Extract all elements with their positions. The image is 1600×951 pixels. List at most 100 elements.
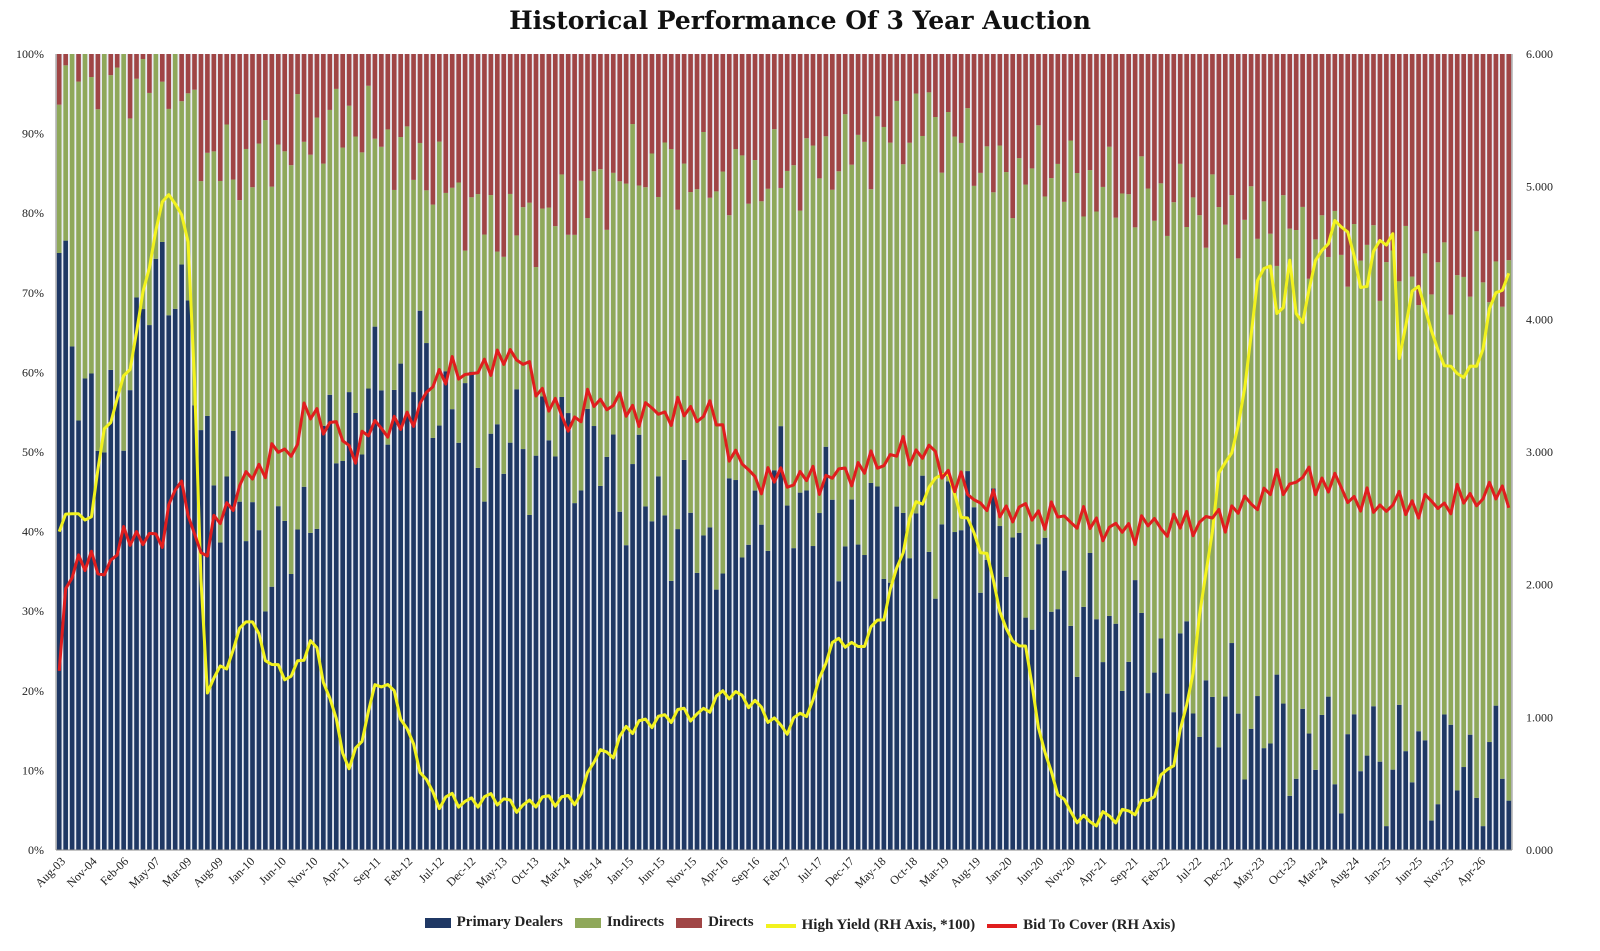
- bar-indirects: [604, 229, 610, 457]
- bar-primary-dealers: [1171, 712, 1177, 850]
- bar-directs: [1474, 54, 1479, 232]
- bar-primary-dealers: [868, 482, 874, 850]
- lines-layer: [57, 193, 1511, 828]
- legend-item: High Yield (RH Axis, *100): [765, 917, 975, 934]
- bar-directs: [166, 54, 172, 109]
- bar-directs: [1158, 54, 1164, 184]
- bar-directs: [1010, 54, 1016, 219]
- bar-primary-dealers: [572, 503, 577, 850]
- bar-indirects: [1119, 193, 1125, 691]
- bar-indirects: [1467, 296, 1473, 735]
- bar-directs: [720, 54, 726, 172]
- bar-primary-dealers: [604, 456, 610, 850]
- x-axis-tick-label: Dec-22: [1201, 854, 1236, 889]
- bar-directs: [1036, 54, 1041, 126]
- bar-indirects: [1293, 230, 1299, 779]
- bar-primary-dealers: [153, 258, 159, 850]
- bar-primary-dealers: [166, 315, 172, 850]
- right-axis-tick-label: 0.000: [1526, 843, 1553, 857]
- bar-indirects: [971, 185, 977, 508]
- bar-indirects: [1100, 186, 1106, 663]
- bar-indirects: [1197, 215, 1202, 737]
- bar-indirects: [1171, 202, 1177, 713]
- x-axis-tick-label: Feb-17: [760, 854, 794, 888]
- bar-primary-dealers: [1319, 714, 1325, 850]
- bar-indirects: [1493, 261, 1499, 706]
- bar-indirects: [288, 165, 294, 575]
- bar-directs: [572, 54, 577, 235]
- bar-indirects: [533, 267, 539, 456]
- bar-directs: [340, 54, 346, 148]
- bar-primary-dealers: [623, 545, 629, 850]
- bar-primary-dealers: [733, 480, 738, 850]
- bar-directs: [552, 54, 558, 227]
- bar-indirects: [1345, 286, 1351, 735]
- bar-primary-dealers: [1345, 734, 1351, 850]
- bar-primary-dealers: [1100, 662, 1106, 850]
- bar-indirects: [1087, 170, 1093, 553]
- bar-indirects: [217, 180, 223, 543]
- bar-primary-dealers: [1287, 795, 1293, 850]
- bar-primary-dealers: [340, 460, 346, 850]
- bar-indirects: [333, 88, 339, 464]
- bar-directs: [1145, 54, 1151, 189]
- bar-primary-dealers: [314, 528, 320, 850]
- bar-directs: [784, 54, 790, 171]
- bar-primary-dealers: [933, 598, 938, 850]
- legend: Primary Dealers Indirects Directs High Yiel…: [0, 914, 1600, 934]
- bar-directs: [308, 54, 313, 155]
- bar-primary-dealers: [1145, 693, 1151, 850]
- bar-indirects: [1280, 195, 1286, 704]
- bar-indirects: [76, 81, 81, 421]
- bar-indirects: [1016, 158, 1022, 533]
- bar-indirects: [1500, 306, 1505, 779]
- bar-directs: [1055, 54, 1061, 164]
- bar-directs: [1152, 54, 1157, 221]
- bar-primary-dealers: [1268, 743, 1273, 850]
- bar-directs: [243, 54, 249, 149]
- bar-indirects: [469, 197, 474, 372]
- bar-primary-dealers: [1094, 619, 1099, 850]
- bar-directs: [1222, 54, 1228, 225]
- bar-indirects: [1255, 238, 1260, 697]
- bar-primary-dealers: [1222, 696, 1228, 850]
- bar-directs: [501, 54, 507, 257]
- bar-primary-dealers: [797, 492, 803, 850]
- bar-primary-dealers: [1010, 537, 1016, 850]
- bar-indirects: [1313, 239, 1318, 770]
- bar-primary-dealers: [443, 371, 449, 850]
- bar-indirects: [449, 187, 455, 410]
- bar-directs: [1300, 54, 1305, 207]
- bar-primary-dealers: [643, 506, 648, 850]
- high-yield-line: [57, 193, 1511, 828]
- bar-primary-dealers: [1229, 643, 1235, 850]
- bid-to-cover-line: [57, 348, 1511, 672]
- bar-directs: [1409, 54, 1415, 277]
- bar-primary-dealers: [243, 541, 249, 850]
- left-axis-tick-label: 100%: [16, 47, 44, 61]
- bar-primary-dealers: [1448, 724, 1454, 850]
- bar-directs: [140, 54, 146, 59]
- bar-directs: [604, 54, 610, 230]
- left-axis-tick-label: 90%: [22, 127, 44, 141]
- bar-indirects: [1364, 244, 1370, 756]
- bar-primary-dealers: [507, 442, 513, 850]
- bar-directs: [449, 54, 455, 188]
- bar-directs: [546, 54, 552, 208]
- bar-indirects: [1203, 247, 1209, 681]
- bar-primary-dealers: [1016, 532, 1022, 850]
- bar-indirects: [920, 135, 925, 476]
- bar-primary-dealers: [1422, 740, 1428, 850]
- bar-indirects: [282, 151, 288, 521]
- bar-directs: [1345, 54, 1351, 287]
- bar-primary-dealers: [1216, 747, 1222, 850]
- bar-primary-dealers: [662, 515, 668, 850]
- x-axis-tick-label: Jul-22: [1173, 854, 1204, 885]
- bar-indirects: [134, 78, 139, 298]
- bar-directs: [482, 54, 487, 235]
- bar-indirects: [836, 171, 842, 582]
- bar-primary-dealers: [1165, 693, 1170, 850]
- bar-directs: [1338, 54, 1344, 255]
- bar-directs: [1442, 54, 1447, 243]
- bar-primary-dealers: [359, 454, 365, 850]
